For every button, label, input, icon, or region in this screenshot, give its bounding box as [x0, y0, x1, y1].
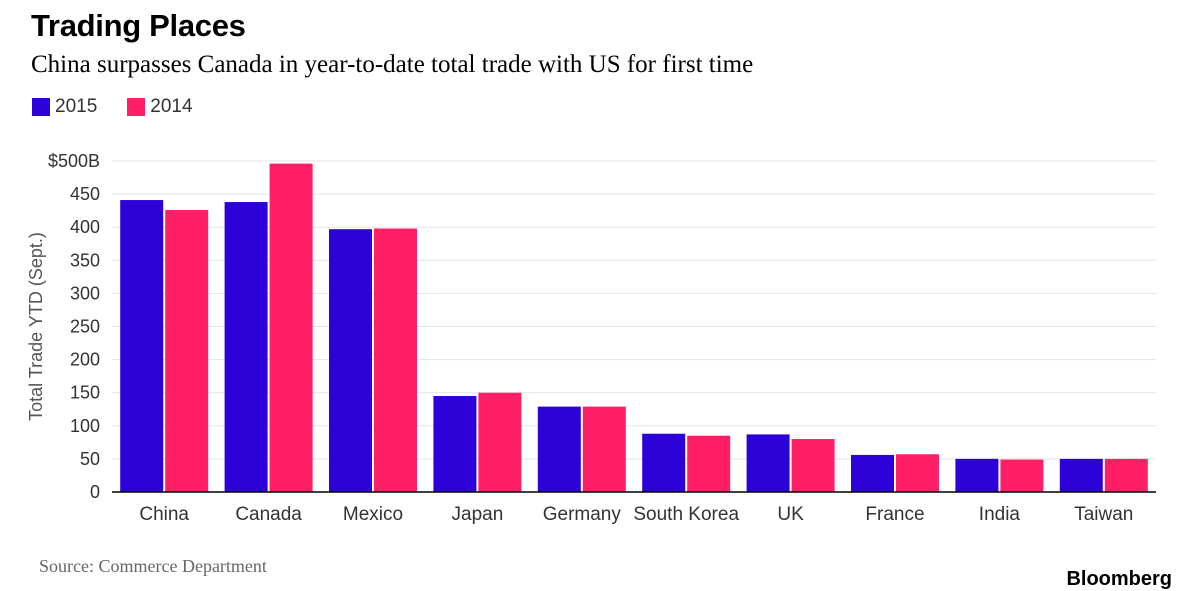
bar-2014	[165, 209, 209, 492]
y-tick-label: 100	[70, 416, 100, 436]
bar-2014	[1000, 459, 1044, 492]
bar-2015	[642, 433, 686, 492]
bar-2015	[537, 406, 581, 492]
y-tick-label: 450	[70, 184, 100, 204]
x-tick-label: France	[865, 504, 924, 525]
bar-2015	[329, 229, 372, 492]
bar-2014	[896, 454, 939, 492]
bar-2015	[955, 458, 999, 492]
bar-2015	[120, 200, 164, 493]
x-tick-label: UK	[777, 504, 804, 525]
legend-swatch-2014	[127, 98, 146, 116]
y-tick-label: 150	[70, 383, 100, 403]
chart-title: Trading Places	[31, 8, 246, 43]
bar-2015	[224, 202, 268, 492]
legend-label-2015: 2015	[55, 96, 98, 117]
source-note: Source: Commerce Department	[39, 556, 267, 576]
y-tick-label: $500B	[48, 151, 100, 171]
bar-2014	[269, 163, 313, 492]
bloomberg-logo: Bloomberg	[1066, 568, 1172, 590]
bar-2014	[687, 435, 731, 492]
legend: 2015 2014	[32, 96, 223, 118]
y-tick-label: 300	[70, 283, 100, 303]
x-tick-label: South Korea	[633, 504, 739, 525]
legend-label-2014: 2014	[150, 96, 193, 117]
bar-2014	[374, 228, 417, 493]
bar-2015	[746, 434, 790, 492]
x-tick-label: Mexico	[343, 504, 403, 525]
y-tick-label: 50	[80, 449, 100, 469]
chart-subtitle: China surpasses Canada in year-to-date t…	[31, 51, 754, 78]
bar-2015	[1059, 458, 1103, 492]
bar-2014	[1104, 458, 1148, 492]
bar-2014	[478, 392, 522, 492]
x-tick-label: Japan	[452, 504, 504, 525]
y-tick-label: 200	[70, 350, 100, 370]
y-tick-label: 400	[70, 217, 100, 237]
y-tick-label: 250	[70, 317, 100, 337]
y-axis-label: Total Trade YTD (Sept.)	[26, 232, 46, 421]
y-tick-label: 350	[70, 250, 100, 270]
bar-2015	[851, 454, 894, 492]
legend-item-2014: 2014	[127, 96, 193, 118]
legend-item-2015: 2015	[32, 96, 97, 118]
y-tick-label: 0	[90, 482, 100, 502]
bar-2014	[791, 439, 835, 492]
legend-swatch-2015	[32, 98, 50, 116]
x-tick-label: China	[139, 504, 189, 525]
bar-chart: 0 50 100 150 200 250 300 350 400 450 $500B Total Tr…	[26, 151, 1156, 525]
x-tick-label: Taiwan	[1074, 504, 1133, 525]
x-tick-label: India	[979, 504, 1021, 525]
x-tick-label: Canada	[235, 504, 302, 525]
bar-2015	[433, 396, 477, 492]
x-tick-label: Germany	[543, 504, 622, 525]
bar-2014	[582, 406, 626, 492]
